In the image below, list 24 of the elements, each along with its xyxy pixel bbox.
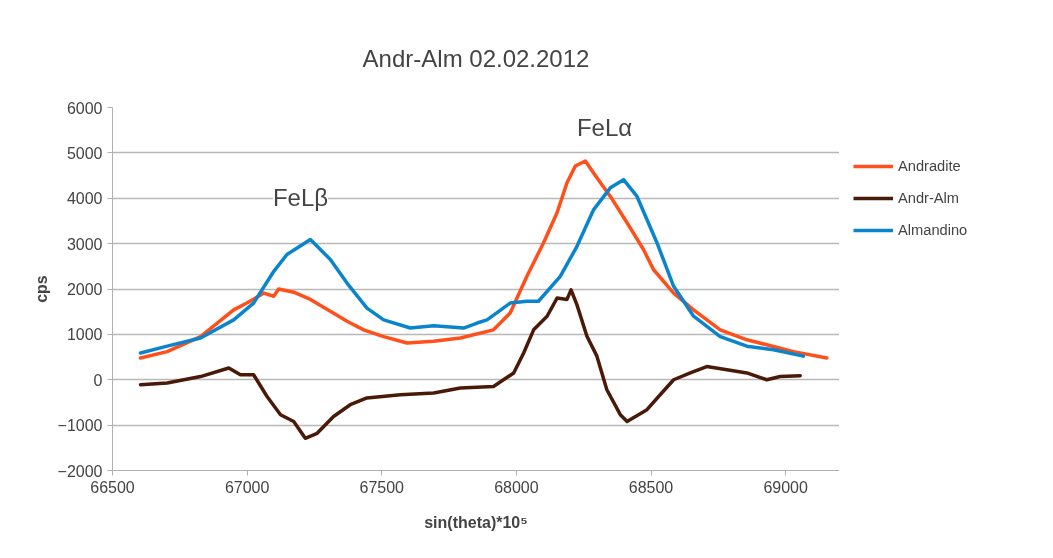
y-tick-label: 1000 — [66, 326, 103, 344]
y-tick-label: −1000 — [57, 417, 103, 435]
y-tick-label: 5000 — [66, 144, 103, 162]
y-axis-title: cps — [32, 275, 50, 303]
x-tick-label: 67000 — [224, 478, 270, 496]
y-tick-label: −2000 — [57, 462, 103, 480]
legend-label: Andradite — [898, 158, 961, 174]
x-tick-label: 68500 — [628, 478, 674, 496]
x-tick-label: 66500 — [90, 478, 135, 496]
x-tick-label: 69000 — [763, 478, 808, 496]
legend-label: Andr-Alm — [898, 190, 960, 206]
y-tick-label: 0 — [93, 371, 103, 389]
y-tick-label: 4000 — [66, 190, 103, 208]
x-axis-title: sin(theta)*10⁵ — [424, 513, 528, 531]
annotation: FeLβ — [272, 184, 329, 211]
chart-title: Andr-Alm 02.02.2012 — [362, 44, 590, 72]
x-tick-label: 68000 — [494, 478, 539, 496]
y-tick-label: 6000 — [66, 99, 103, 117]
line-series — [138, 288, 802, 441]
y-tick-label: 3000 — [66, 235, 103, 253]
y-tick-label: 2000 — [66, 281, 103, 298]
legend-label: Almandino — [898, 222, 968, 238]
annotation: FeLα — [576, 114, 633, 141]
x-tick-label: 67500 — [359, 478, 405, 496]
